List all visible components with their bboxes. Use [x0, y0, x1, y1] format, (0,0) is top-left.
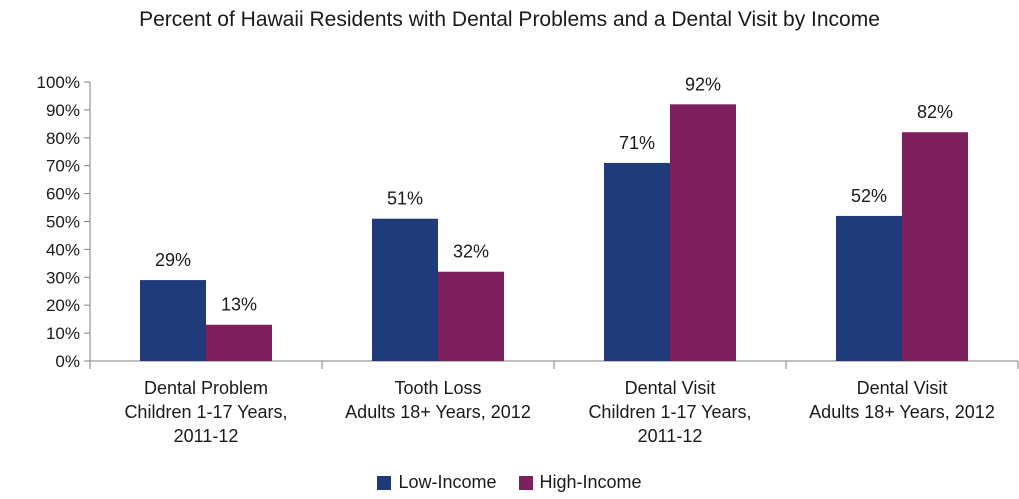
y-tick-label: 40% — [46, 240, 80, 259]
y-tick-label: 60% — [46, 185, 80, 204]
x-tick-label: Dental Problem — [144, 378, 268, 398]
y-tick-label: 70% — [46, 157, 80, 176]
data-label: 52% — [851, 186, 887, 206]
bar-high-income — [206, 324, 272, 361]
x-tick-label: 2011-12 — [638, 426, 703, 446]
y-tick-label: 20% — [46, 296, 80, 315]
legend: Low-Income High-Income — [0, 472, 1019, 493]
y-tick-label: 80% — [46, 129, 80, 148]
legend-label-low-income: Low-Income — [398, 472, 497, 492]
y-tick-label: 100% — [37, 73, 80, 92]
bar-low-income — [604, 162, 670, 361]
x-tick-label: 2011-12 — [174, 426, 239, 446]
x-tick-label: Adults 18+ Years, 2012 — [345, 402, 531, 422]
legend-swatch-low-income — [377, 475, 392, 490]
bar-high-income — [902, 132, 968, 361]
legend-item-low-income: Low-Income — [377, 472, 497, 493]
bar-high-income — [438, 271, 504, 361]
y-tick-label: 50% — [46, 213, 80, 232]
data-label: 92% — [685, 74, 721, 94]
bar-low-income — [372, 218, 438, 361]
data-label: 71% — [619, 133, 655, 153]
y-tick-label: 30% — [46, 268, 80, 287]
x-tick-label: Dental Visit — [625, 378, 716, 398]
y-tick-label: 90% — [46, 101, 80, 120]
legend-label-high-income: High-Income — [539, 472, 642, 492]
x-tick-label: Adults 18+ Years, 2012 — [809, 402, 995, 422]
data-label: 29% — [155, 250, 191, 270]
data-label: 51% — [387, 189, 423, 209]
y-tick-label: 0% — [55, 352, 80, 371]
bar-high-income — [670, 104, 736, 361]
x-tick-label: Dental Visit — [857, 378, 948, 398]
x-tick-label: Tooth Loss — [394, 378, 481, 398]
x-tick-label: Children 1-17 Years, — [588, 402, 751, 422]
legend-swatch-high-income — [518, 475, 533, 490]
bar-low-income — [836, 215, 902, 361]
data-label: 13% — [221, 295, 257, 315]
bar-low-income — [140, 280, 206, 361]
y-tick-label: 10% — [46, 324, 80, 343]
legend-item-high-income: High-Income — [518, 472, 642, 493]
x-tick-label: Children 1-17 Years, — [124, 402, 287, 422]
data-label: 82% — [917, 102, 953, 122]
chart-title: Percent of Hawaii Residents with Dental … — [139, 8, 880, 31]
data-label: 32% — [453, 242, 489, 262]
